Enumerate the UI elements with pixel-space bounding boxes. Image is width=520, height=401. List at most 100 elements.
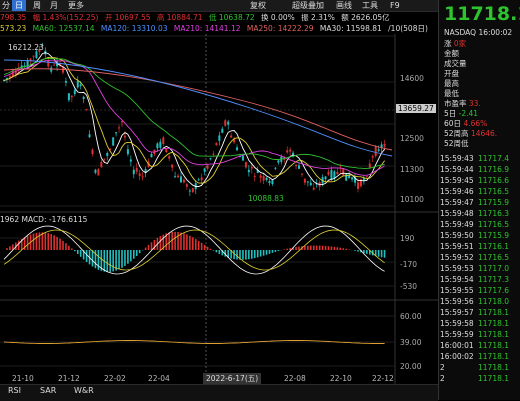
candle-body bbox=[236, 147, 239, 151]
tick-price: 11718.1 bbox=[478, 374, 510, 383]
rsi-line bbox=[3, 340, 385, 344]
candle-body bbox=[100, 161, 103, 168]
candle-body bbox=[312, 187, 315, 190]
toolbar-item-week[interactable]: 周 bbox=[33, 1, 41, 10]
quote-stat: 开盘 bbox=[444, 69, 459, 79]
candle-body bbox=[262, 176, 265, 181]
tick-time: 15:59:54 bbox=[440, 275, 474, 284]
toolbar-item-overlay[interactable]: 超级叠加 bbox=[292, 1, 324, 10]
candle-body bbox=[359, 179, 362, 187]
candle-body bbox=[126, 149, 129, 155]
candle-body bbox=[94, 169, 97, 173]
toolbar-item-more[interactable]: 更多 bbox=[68, 1, 84, 10]
tick-price: 11717.4 bbox=[478, 154, 510, 163]
tick-row: 15:59:58 11718.1 bbox=[440, 318, 509, 329]
candle-body bbox=[306, 181, 309, 183]
candle-body bbox=[221, 128, 224, 133]
tick-time: 15:59:48 bbox=[440, 209, 474, 218]
candle-body bbox=[253, 175, 256, 177]
tick-price: 11718.0 bbox=[478, 297, 510, 306]
kline-chart[interactable] bbox=[0, 0, 438, 384]
tick-row: 2 11718.1 bbox=[440, 362, 509, 373]
candle-body bbox=[188, 190, 191, 192]
ma-line-long bbox=[3, 59, 385, 176]
tick-time: 15:59:44 bbox=[440, 165, 474, 174]
candle-body bbox=[171, 164, 174, 168]
candle-body bbox=[38, 49, 41, 52]
tick-price: 11717.0 bbox=[478, 264, 510, 273]
tick-row: 15:59:52 11716.5 bbox=[440, 252, 509, 263]
open-value: 开 10697.55 bbox=[104, 13, 151, 22]
high-annotation: 16212.23 bbox=[8, 43, 44, 52]
tab-sar[interactable]: SAR bbox=[40, 386, 57, 395]
candle-body bbox=[73, 89, 76, 95]
candle-body bbox=[70, 95, 73, 98]
candle-body bbox=[362, 178, 365, 181]
candle-body bbox=[357, 182, 359, 189]
candle-body bbox=[132, 169, 135, 175]
candle-body bbox=[97, 168, 100, 176]
candle-body bbox=[150, 154, 153, 158]
quote-stat-label: 5日 bbox=[444, 109, 459, 118]
candle-body bbox=[368, 163, 371, 168]
x-label-6: 22-12 bbox=[372, 374, 394, 383]
toolbar-item-day[interactable]: 日 bbox=[12, 0, 26, 11]
turnover-value: 换 0.00% bbox=[261, 13, 295, 22]
x-label-0: 21-10 bbox=[12, 374, 34, 383]
tick-row: 15:59:43 11717.4 bbox=[440, 153, 509, 164]
tick-time: 15:59:46 bbox=[440, 187, 474, 196]
candle-body bbox=[300, 173, 303, 175]
tab-wr[interactable]: W&R bbox=[74, 386, 94, 395]
tick-time: 16:00:01 bbox=[440, 341, 474, 350]
chart-toolbar: 分 日 周 月 更多 复权 超级叠加 画线 工具 F9 bbox=[0, 0, 438, 12]
ma-line-120 bbox=[3, 59, 393, 157]
candle-body bbox=[123, 135, 126, 138]
quote-stat-value: -2.41 bbox=[458, 109, 479, 118]
candle-body bbox=[203, 168, 206, 172]
toolbar-item-tools[interactable]: 工具 bbox=[362, 1, 378, 10]
candle-body bbox=[247, 169, 250, 173]
tick-time: 15:59:49 bbox=[440, 220, 474, 229]
candle-body bbox=[374, 146, 377, 157]
last-price: 11718.1 bbox=[444, 3, 520, 25]
candle-body bbox=[50, 67, 53, 72]
toolbar-item-draw[interactable]: 画线 bbox=[336, 1, 352, 10]
ma250-value: MA250: 14222.29 bbox=[246, 24, 314, 33]
candle-body bbox=[265, 177, 268, 181]
macd-y-neg170: -170 bbox=[400, 260, 418, 269]
tick-row: 2 11718.1 bbox=[440, 373, 509, 384]
quote-time: 16:00:02 bbox=[478, 28, 513, 37]
tick-row: 15:59:55 11717.6 bbox=[440, 285, 509, 296]
exchange-name: NASDAQ 16:00:02 bbox=[444, 28, 512, 38]
tick-price: 11716.3 bbox=[478, 209, 510, 218]
candle-body bbox=[141, 176, 144, 178]
candle-body bbox=[348, 174, 351, 179]
tab-rsi[interactable]: RSI bbox=[8, 386, 21, 395]
quote-stat-value: 33. bbox=[468, 99, 481, 108]
quote-stat: 最低 bbox=[444, 89, 459, 99]
quote-stat: 5日 -2.41 bbox=[444, 109, 478, 119]
tick-row: 15:59:53 11717.0 bbox=[440, 263, 509, 274]
toolbar-item-minute[interactable]: 分 bbox=[2, 1, 10, 10]
x-label-1: 21-12 bbox=[58, 374, 80, 383]
toolbar-item-f9[interactable]: F9 bbox=[390, 1, 400, 10]
tick-row: 15:59:50 11715.9 bbox=[440, 230, 509, 241]
candle-body bbox=[129, 159, 132, 162]
x-label-3: 22-04 bbox=[148, 374, 170, 383]
candle-body bbox=[224, 120, 227, 126]
ma210-value: MA210: 14141.12 bbox=[173, 24, 241, 33]
candle-body bbox=[41, 45, 44, 47]
ma-line-short bbox=[3, 52, 385, 187]
candle-body bbox=[333, 171, 336, 179]
tick-price: 11718.1 bbox=[478, 330, 510, 339]
macd-y-190: 190 bbox=[400, 234, 415, 243]
candle-body bbox=[62, 67, 64, 73]
y-label-10100: 10100 bbox=[400, 195, 424, 204]
toolbar-item-adjust[interactable]: 复权 bbox=[250, 1, 266, 10]
quote-stat-label: 最低 bbox=[444, 89, 459, 98]
quote-stat-label: 52周高 bbox=[444, 129, 471, 138]
toolbar-item-month[interactable]: 月 bbox=[50, 1, 58, 10]
candle-body bbox=[76, 80, 79, 88]
ohlc-info-row: 798.35 幅 1.43%(152.25) 开 10697.55 高 1088… bbox=[0, 12, 394, 23]
tick-price: 11718.1 bbox=[478, 308, 510, 317]
